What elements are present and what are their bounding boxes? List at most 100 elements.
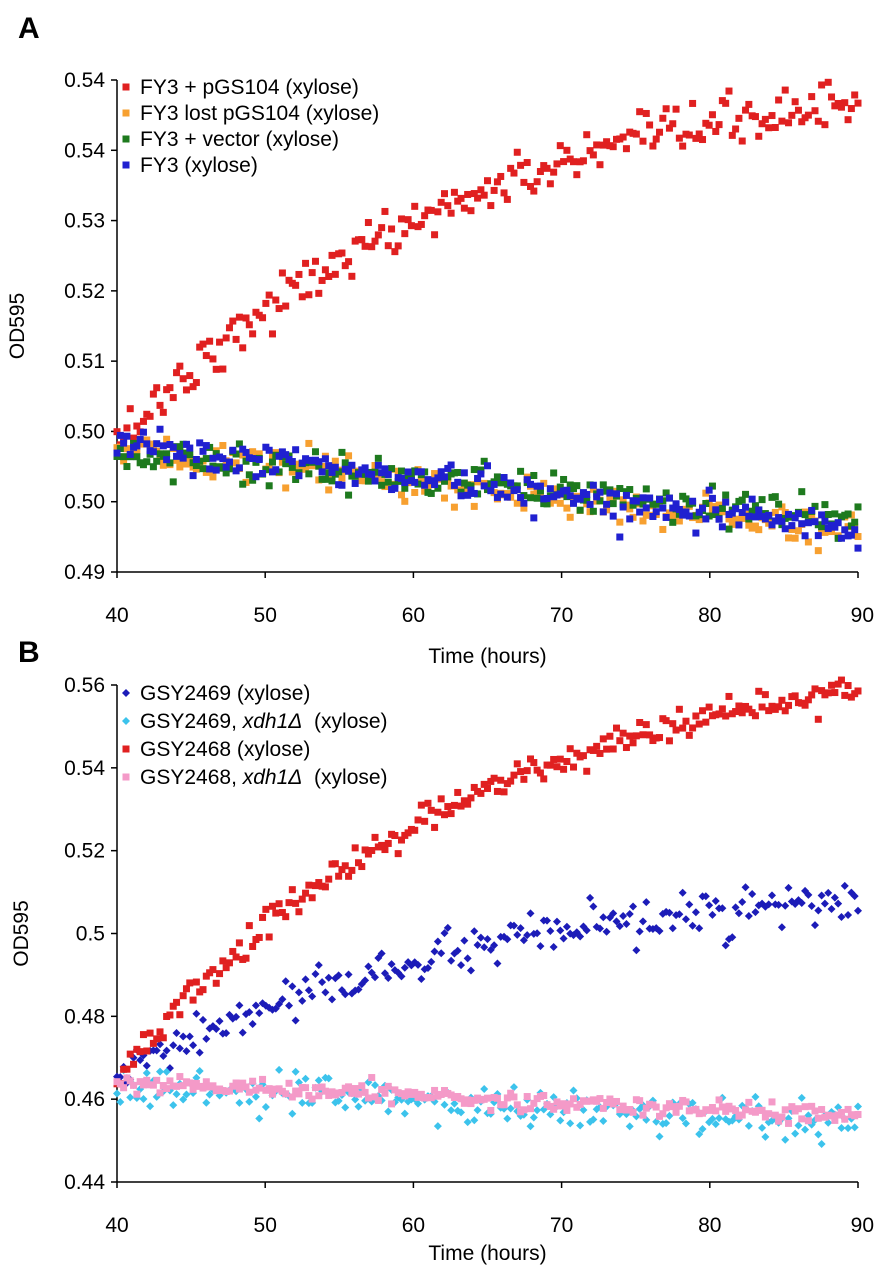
data-point bbox=[699, 504, 707, 512]
data-point bbox=[427, 806, 435, 814]
data-point bbox=[553, 1098, 561, 1106]
data-point bbox=[632, 946, 641, 955]
data-point bbox=[331, 463, 339, 471]
data-point bbox=[678, 888, 687, 897]
data-point bbox=[831, 1116, 839, 1124]
data-point bbox=[169, 478, 177, 486]
data-point bbox=[391, 484, 399, 492]
data-point bbox=[791, 692, 799, 700]
data-point bbox=[698, 1124, 707, 1133]
data-point bbox=[434, 484, 442, 492]
data-point bbox=[507, 164, 515, 172]
data-point bbox=[166, 1077, 174, 1085]
data-point bbox=[613, 490, 621, 498]
data-point bbox=[249, 330, 257, 338]
data-point bbox=[685, 900, 694, 909]
y-tick-label: 0.49 bbox=[64, 561, 105, 584]
data-point bbox=[424, 799, 432, 807]
data-point bbox=[262, 905, 270, 913]
legend-label: GSY2468, xdh1Δ (xylose) bbox=[140, 766, 388, 789]
data-point bbox=[421, 212, 429, 220]
data-point bbox=[318, 1083, 326, 1091]
data-point bbox=[447, 1106, 456, 1115]
data-point bbox=[586, 893, 595, 902]
data-point bbox=[593, 742, 601, 750]
data-point bbox=[602, 927, 611, 936]
data-point bbox=[771, 123, 779, 131]
data-point bbox=[345, 872, 353, 880]
data-point bbox=[695, 720, 703, 728]
data-point bbox=[844, 1105, 852, 1113]
data-point bbox=[245, 471, 253, 479]
data-point bbox=[440, 477, 448, 485]
data-point bbox=[646, 121, 654, 129]
data-point bbox=[550, 1105, 558, 1113]
data-point bbox=[130, 1081, 138, 1089]
data-point bbox=[259, 1075, 267, 1083]
data-point bbox=[368, 1074, 376, 1082]
data-point bbox=[179, 454, 187, 462]
data-point bbox=[225, 1087, 233, 1095]
data-point bbox=[543, 500, 551, 508]
y-tick-label: 0.5 bbox=[76, 923, 105, 946]
data-point bbox=[242, 314, 250, 322]
data-point bbox=[113, 1089, 121, 1098]
data-point bbox=[527, 1105, 535, 1113]
data-point bbox=[807, 902, 816, 911]
data-point bbox=[414, 960, 423, 969]
data-point bbox=[689, 99, 697, 107]
data-point bbox=[559, 934, 568, 943]
data-point bbox=[397, 467, 405, 475]
data-point bbox=[391, 832, 399, 840]
data-point bbox=[457, 1095, 465, 1103]
data-point bbox=[417, 1090, 425, 1098]
data-point bbox=[546, 485, 554, 493]
data-point bbox=[768, 1098, 776, 1106]
legend-label-part: (xylose) bbox=[302, 710, 387, 733]
data-point bbox=[520, 504, 528, 512]
data-point bbox=[348, 866, 356, 874]
data-point bbox=[748, 507, 756, 515]
data-point bbox=[546, 926, 555, 935]
data-point bbox=[828, 93, 836, 101]
data-point bbox=[139, 1031, 147, 1039]
data-point bbox=[546, 761, 554, 769]
data-point bbox=[321, 988, 330, 997]
data-point bbox=[480, 943, 489, 952]
data-point bbox=[682, 495, 690, 503]
data-point bbox=[811, 502, 819, 510]
data-point bbox=[265, 482, 273, 490]
legend-marker bbox=[122, 161, 130, 169]
data-point bbox=[205, 1090, 214, 1099]
data-point bbox=[685, 731, 693, 739]
data-point bbox=[182, 1047, 191, 1056]
data-point bbox=[219, 365, 227, 373]
data-point bbox=[619, 729, 627, 737]
data-point bbox=[556, 926, 565, 935]
data-point bbox=[728, 131, 736, 139]
data-point bbox=[662, 105, 670, 113]
data-point bbox=[245, 1008, 254, 1017]
data-point bbox=[245, 1097, 254, 1106]
y-tick-label: 0.54 bbox=[64, 757, 105, 780]
data-point bbox=[384, 478, 392, 486]
panel-letter: B bbox=[18, 636, 40, 669]
data-point bbox=[464, 190, 472, 198]
data-point bbox=[616, 485, 624, 493]
data-point bbox=[474, 194, 482, 202]
data-point bbox=[249, 1077, 257, 1085]
data-point bbox=[185, 1032, 194, 1041]
data-point bbox=[417, 468, 425, 476]
data-point bbox=[797, 898, 806, 907]
data-point bbox=[464, 800, 472, 808]
data-point bbox=[595, 924, 604, 933]
data-point bbox=[692, 1105, 700, 1113]
data-point bbox=[788, 1103, 796, 1111]
data-point bbox=[599, 913, 608, 922]
data-point bbox=[847, 522, 855, 530]
data-point bbox=[401, 484, 409, 492]
data-point bbox=[530, 759, 538, 767]
data-point bbox=[619, 503, 627, 511]
data-point bbox=[142, 1061, 151, 1070]
data-point bbox=[692, 712, 700, 720]
